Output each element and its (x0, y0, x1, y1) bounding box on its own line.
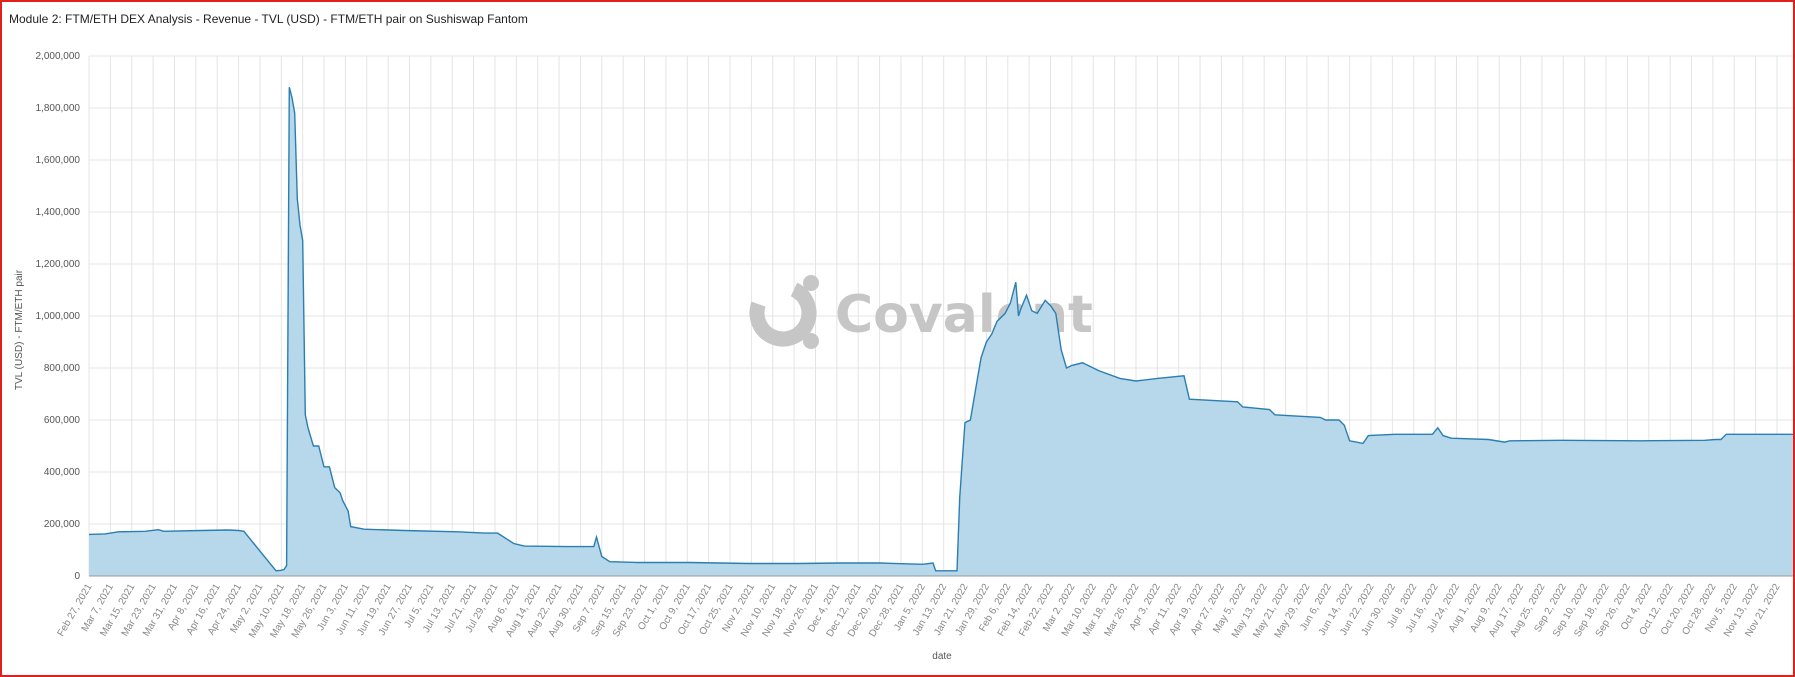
tvl-area-fill (89, 87, 1793, 576)
x-axis-label: date (932, 651, 952, 662)
y-tick-label: 1,800,000 (36, 103, 81, 114)
y-tick-label: 2,000,000 (36, 51, 81, 62)
chart-title: Module 2: FTM/ETH DEX Analysis - Revenue… (9, 12, 528, 26)
y-tick-label: 800,000 (44, 363, 81, 374)
tvl-line (88, 87, 1793, 572)
y-tick-label: 1,600,000 (36, 155, 81, 166)
y-tick-label: 200,000 (44, 519, 81, 530)
watermark-logo-dot-top-icon (803, 275, 819, 291)
y-tick-label: 1,000,000 (36, 311, 81, 322)
y-axis-label: TVL (USD) - FTM/ETH pair (14, 269, 25, 390)
y-axis-ticks: 0 200,000 400,000 600,000 800,000 1,000,000 1,… (36, 51, 81, 582)
y-tick-label: 1,400,000 (36, 207, 81, 218)
y-tick-label: 400,000 (44, 467, 81, 478)
watermark-logo-dot-bottom-icon (803, 333, 819, 349)
grid-lines (88, 55, 1793, 577)
y-tick-label: 0 (74, 571, 80, 582)
watermark-logo-ring-icon (749, 279, 817, 347)
y-tick-label: 600,000 (44, 415, 81, 426)
y-tick-label: 1,200,000 (36, 259, 81, 270)
